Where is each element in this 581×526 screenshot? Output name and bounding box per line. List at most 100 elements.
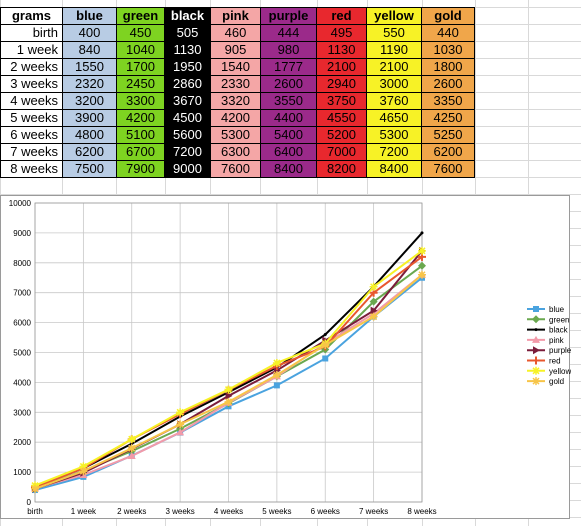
cell-red: 4550 [316, 109, 367, 127]
data-point [79, 467, 88, 476]
data-point [533, 346, 540, 355]
x-tick-label: 8 weeks [407, 507, 436, 516]
legend-item-green: green [527, 315, 569, 324]
cell-yellow: 3000 [366, 75, 422, 93]
cell-red: 7000 [316, 143, 367, 161]
cell-red: 8200 [316, 160, 367, 178]
cell-green: 1040 [116, 41, 165, 59]
row-label: 5 weeks [0, 109, 63, 127]
cell-green: 1700 [116, 58, 165, 76]
cell-red: 2940 [316, 75, 367, 93]
data-point [273, 366, 281, 375]
y-tick-label: 7000 [13, 289, 31, 298]
cell-purple: 444 [260, 24, 317, 42]
legend-item-pink: pink [527, 335, 565, 345]
cell-green: 7900 [116, 160, 165, 178]
data-point [369, 282, 378, 291]
column-header-purple: purple [260, 7, 317, 25]
cell-green: 3300 [116, 92, 165, 110]
legend-label: yellow [549, 367, 571, 376]
cell-yellow: 8400 [366, 160, 422, 178]
cell-black: 1130 [164, 41, 211, 59]
legend-label: purple [549, 346, 571, 355]
cell-pink: 5300 [210, 126, 261, 144]
data-point [370, 306, 378, 315]
data-point [534, 328, 538, 332]
table-row: 1 week 840 1040 1130 905 980 1130 1190 1030 [0, 41, 475, 59]
row-label: 6 weeks [0, 126, 63, 144]
row-label: 3 weeks [0, 75, 63, 93]
column-header-red: red [316, 7, 367, 25]
data-point [418, 270, 426, 279]
cell-red: 3750 [316, 92, 367, 110]
cell-pink: 460 [210, 24, 261, 42]
y-tick-label: 6000 [13, 319, 31, 328]
cell-gold: 4250 [421, 109, 475, 127]
cell-pink: 4200 [210, 109, 261, 127]
cell-green: 5100 [116, 126, 165, 144]
cell-blue: 400 [62, 24, 117, 42]
cell-pink: 1540 [210, 58, 261, 76]
cell-yellow: 4650 [366, 109, 422, 127]
cell-gold: 2600 [421, 75, 475, 93]
y-tick-label: 1000 [13, 468, 31, 477]
legend-label: black [549, 326, 569, 335]
cell-blue: 4800 [62, 126, 117, 144]
table-corner-header: grams [0, 7, 63, 25]
x-tick-label: 2 weeks [117, 507, 146, 516]
data-point [532, 335, 540, 343]
cell-green: 6700 [116, 143, 165, 161]
y-tick-label: 5000 [13, 349, 31, 358]
legend-label: pink [549, 336, 565, 345]
cell-red: 495 [316, 24, 367, 42]
cell-gold: 7600 [421, 160, 475, 178]
cell-black: 5600 [164, 126, 211, 144]
data-point [273, 382, 280, 389]
data-table: grams blue green black pink purple red yellow go… [0, 7, 475, 178]
cell-green: 450 [116, 24, 165, 42]
y-tick-label: 9000 [13, 229, 31, 238]
cell-blue: 3900 [62, 109, 117, 127]
data-point [272, 358, 281, 367]
cell-yellow: 7200 [366, 143, 422, 161]
cell-purple: 5400 [260, 126, 317, 144]
row-label: birth [0, 24, 63, 42]
y-tick-label: 0 [27, 498, 32, 507]
x-tick-label: 3 weeks [165, 507, 194, 516]
table-row: 8 weeks 7500 7900 9000 7600 8400 8200 8400 7600 [0, 160, 475, 178]
data-point [31, 484, 39, 493]
cell-pink: 6300 [210, 143, 261, 161]
data-point [420, 231, 424, 235]
data-point [369, 297, 378, 306]
legend-item-purple: purple [527, 346, 571, 355]
y-tick-label: 2000 [13, 438, 31, 447]
row-label: 7 weeks [0, 143, 63, 161]
y-tick-label: 3000 [13, 408, 31, 417]
column-header-gold: gold [421, 7, 475, 25]
y-tick-label: 4000 [13, 378, 31, 387]
x-tick-label: 5 weeks [262, 507, 291, 516]
cell-purple: 6400 [260, 143, 317, 161]
legend-item-blue: blue [527, 305, 565, 314]
cell-purple: 1777 [260, 58, 317, 76]
table-row: birth 400 450 505 460 444 495 550 440 [0, 24, 475, 42]
column-header-blue: blue [62, 7, 117, 25]
row-label: 4 weeks [0, 92, 63, 110]
cell-black: 1950 [164, 58, 211, 76]
cell-blue: 7500 [62, 160, 117, 178]
x-tick-label: 7 weeks [359, 507, 388, 516]
column-header-black: black [164, 7, 211, 25]
data-point [418, 261, 426, 270]
cell-blue: 1550 [62, 58, 117, 76]
data-point [532, 315, 540, 324]
cell-green: 4200 [116, 109, 165, 127]
cell-purple: 2600 [260, 75, 317, 93]
cell-black: 9000 [164, 160, 211, 178]
table-row: 2 weeks 1550 1700 1950 1540 1777 2100 2100 1800 [0, 58, 475, 76]
cell-red: 5200 [316, 126, 367, 144]
chart-container[interactable]: 0 1000 2000 3000 4000 5000 6000 7000 8000 9000 100… [0, 195, 571, 519]
data-point [224, 385, 233, 394]
column-header-green: green [116, 7, 165, 25]
data-point [321, 341, 330, 350]
